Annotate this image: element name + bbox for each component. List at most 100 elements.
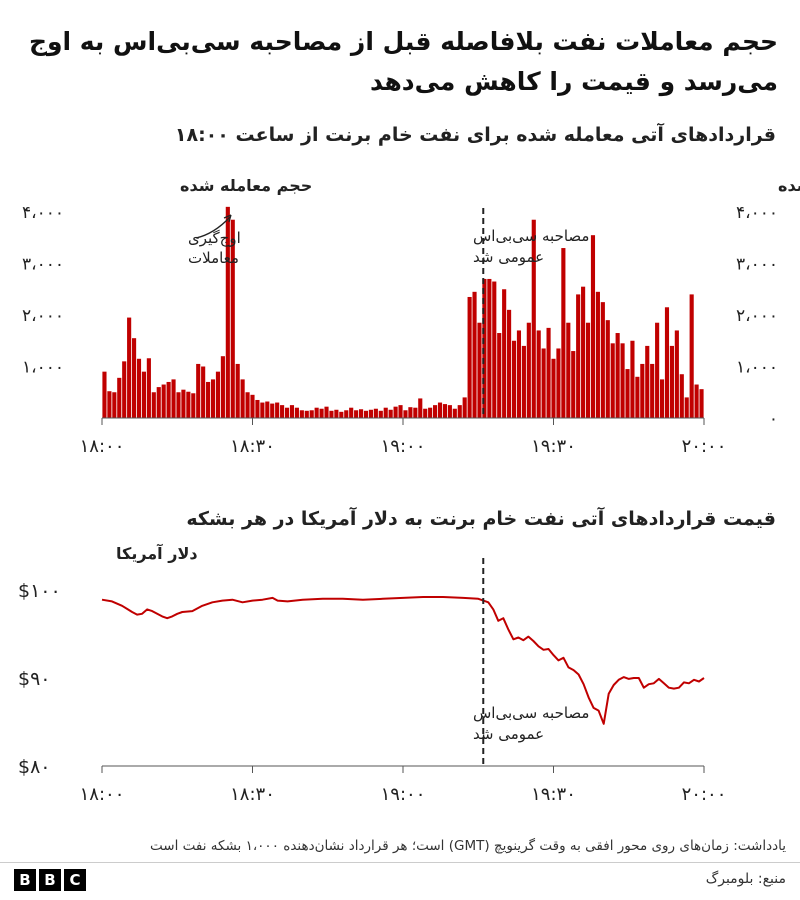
volume-bar bbox=[581, 286, 586, 418]
volume-bar bbox=[423, 408, 428, 418]
volume-bar bbox=[245, 392, 250, 418]
volume-bar bbox=[368, 409, 373, 418]
volume-ytick-label-right: ۱،۰۰۰ bbox=[736, 358, 778, 378]
price-chart-title: قیمت قراردادهای آتی نفت خام برنت به دلار… bbox=[186, 508, 776, 530]
volume-xtick-label: ۱۸:۳۰ bbox=[230, 436, 275, 457]
volume-bar bbox=[363, 410, 369, 418]
annotation-arrow-icon bbox=[195, 216, 231, 239]
volume-xtick-label: ۱۹:۳۰ bbox=[531, 436, 576, 457]
volume-bar bbox=[339, 411, 344, 418]
volume-bar bbox=[388, 409, 393, 418]
volume-bar bbox=[334, 409, 339, 418]
volume-ytick-label-right: ۲،۰۰۰ bbox=[736, 306, 778, 326]
volume-ytick-label-right: ۳،۰۰۰ bbox=[736, 255, 778, 275]
volume-bar bbox=[635, 376, 640, 418]
price-series-line bbox=[101, 596, 705, 725]
volume-bar bbox=[127, 317, 132, 418]
volume-bar bbox=[521, 345, 526, 418]
volume-bar bbox=[166, 381, 171, 418]
volume-bar bbox=[659, 379, 665, 419]
volume-bar bbox=[329, 410, 334, 418]
volume-bar bbox=[625, 369, 630, 418]
volume-bar bbox=[684, 397, 689, 418]
volume-bar bbox=[230, 219, 235, 418]
volume-bar bbox=[605, 320, 610, 418]
source-credit: منبع: بلومبرگ bbox=[705, 871, 786, 887]
volume-annotation-event: مصاحبه سی‌بی‌اس عمومی شد bbox=[473, 227, 589, 266]
volume-bar bbox=[176, 392, 181, 418]
volume-bar bbox=[275, 402, 280, 418]
headline: حجم معاملات نفت بلافاصله قبل از مصاحبه س… bbox=[28, 27, 778, 96]
volume-bar bbox=[433, 405, 438, 419]
volume-bar bbox=[378, 410, 383, 418]
volume-bar bbox=[447, 405, 452, 419]
volume-bar bbox=[487, 278, 492, 418]
volume-bar bbox=[206, 381, 211, 418]
volume-bar bbox=[571, 351, 576, 418]
volume-bar bbox=[171, 379, 176, 419]
volume-annotation-event-line2: عمومی شد bbox=[473, 248, 544, 266]
volume-bar bbox=[674, 330, 679, 418]
volume-bar bbox=[181, 389, 186, 418]
volume-bar bbox=[240, 379, 245, 419]
price-ytick-label: $۱۰۰ bbox=[18, 580, 61, 602]
volume-bar bbox=[472, 291, 477, 418]
volume-bar bbox=[299, 410, 304, 418]
volume-bar bbox=[561, 248, 566, 418]
price-annotation-event-line2: عمومی شد bbox=[473, 725, 544, 743]
volume-bar bbox=[358, 409, 364, 418]
volume-bar bbox=[235, 363, 240, 418]
bbc-logo: B B C bbox=[14, 869, 86, 891]
price-xtick-label: ۱۸:۰۰ bbox=[80, 784, 125, 805]
volume-bar bbox=[452, 408, 457, 418]
volume-bar bbox=[191, 393, 196, 418]
volume-bar bbox=[373, 408, 378, 418]
price-ytick-label: $۹۰ bbox=[18, 668, 51, 690]
volume-bar bbox=[536, 330, 541, 418]
volume-bar bbox=[324, 406, 329, 418]
price-annotation-event-line1: مصاحبه سی‌بی‌اس bbox=[473, 704, 589, 722]
volume-bar bbox=[467, 296, 472, 418]
volume-bar bbox=[284, 407, 290, 418]
volume-bar bbox=[136, 358, 142, 418]
volume-bar bbox=[122, 361, 127, 418]
volume-bar bbox=[319, 408, 324, 418]
volume-bar bbox=[403, 410, 408, 418]
volume-bar bbox=[250, 394, 255, 418]
volume-bar bbox=[462, 397, 467, 418]
volume-bar bbox=[201, 366, 206, 418]
volume-bar bbox=[151, 392, 156, 418]
volume-bar bbox=[314, 407, 319, 418]
volume-bar bbox=[196, 363, 201, 418]
price-ylabel: دلار آمریکا bbox=[116, 543, 198, 563]
volume-annotation-peak: اوج‌گیری معاملات bbox=[188, 214, 241, 267]
volume-bar bbox=[161, 384, 166, 418]
volume-bar bbox=[186, 391, 191, 418]
volume-ytick-label-left: ۲،۰۰۰ bbox=[22, 306, 64, 326]
volume-bar bbox=[556, 348, 561, 418]
volume-bar bbox=[664, 307, 670, 418]
volume-bar bbox=[482, 278, 487, 418]
volume-bar bbox=[294, 407, 299, 418]
volume-bar bbox=[650, 363, 655, 418]
volume-bar bbox=[516, 330, 522, 418]
volume-bar bbox=[531, 219, 536, 418]
volume-bar bbox=[349, 407, 354, 418]
volume-ylabel-left: حجم معامله شده bbox=[180, 176, 312, 195]
volume-bar bbox=[645, 345, 650, 418]
volume-ytick-label-left: ۴،۰۰۰ bbox=[22, 203, 64, 223]
volume-bar bbox=[477, 322, 482, 418]
volume-bar bbox=[511, 340, 517, 418]
volume-xtick-label: ۲۰:۰۰ bbox=[682, 436, 727, 457]
volume-ytick-label-right: ۴،۰۰۰ bbox=[736, 203, 778, 223]
volume-bar bbox=[699, 389, 704, 418]
volume-bar bbox=[270, 403, 275, 418]
volume-bar bbox=[102, 371, 107, 418]
volume-bar bbox=[620, 343, 625, 418]
volume-bar bbox=[304, 410, 309, 418]
volume-bar bbox=[344, 410, 349, 418]
volume-xtick-label: ۱۸:۰۰ bbox=[80, 436, 125, 457]
logo-letter: B bbox=[39, 869, 61, 891]
volume-bar bbox=[669, 345, 674, 418]
price-ytick-label: $۸۰ bbox=[18, 756, 51, 778]
